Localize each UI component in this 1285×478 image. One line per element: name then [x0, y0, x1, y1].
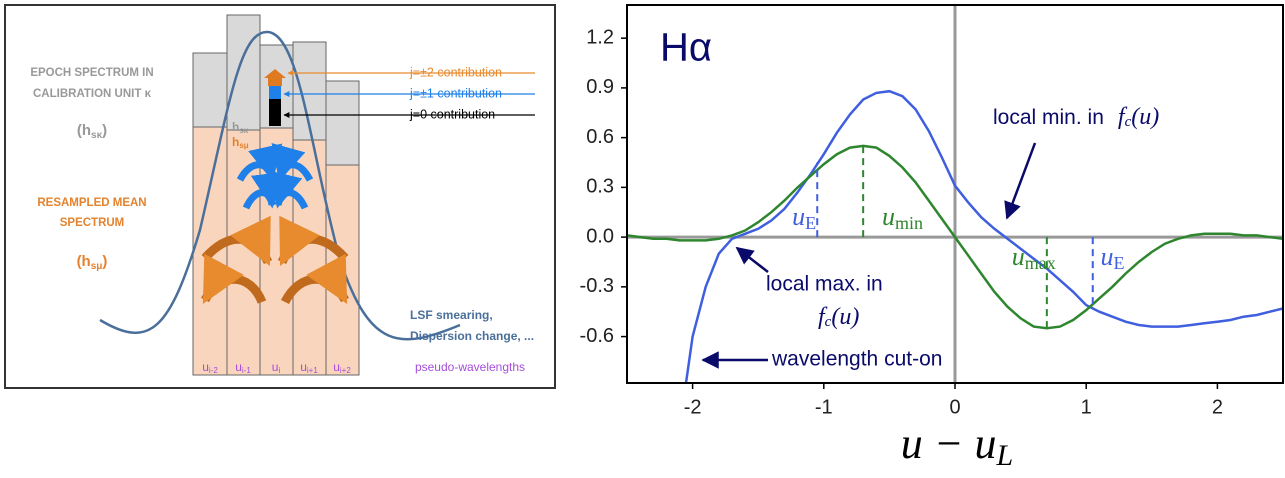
sym: u: [300, 360, 307, 374]
math: f: [818, 304, 828, 330]
epoch-symbol: (hsκ): [77, 122, 107, 141]
x-axis-label: u − uL: [901, 419, 1013, 472]
annotation: wavelength cut-on: [771, 348, 942, 371]
resampled-label: RESAMPLED MEAN: [37, 197, 146, 209]
pixel-label: ui: [272, 360, 281, 375]
y-tick-label: 0.0: [586, 225, 614, 247]
annotation: local max. in: [766, 273, 883, 296]
sym: u: [272, 360, 279, 374]
math: (u): [1131, 104, 1159, 130]
sym-sub: sμ: [239, 141, 248, 150]
math-sub: L: [996, 439, 1014, 472]
math-sub: max: [1025, 253, 1056, 273]
bar-epoch-label: hsκ: [232, 120, 249, 135]
lsf-note: Dispersion change, ...: [410, 329, 534, 343]
sym: u: [235, 360, 242, 374]
sym-sub: sκ: [239, 126, 248, 135]
sym: ): [102, 253, 107, 270]
math: u: [1012, 242, 1025, 271]
sym-sub: i+1: [307, 366, 318, 375]
lsf-note: LSF smearing,: [410, 308, 493, 322]
annotations: Hα local min. in fc(u) local max. in fc(u…: [660, 26, 1159, 371]
series-line: [627, 144, 1283, 330]
sym: h: [232, 120, 239, 134]
sym: (h: [77, 122, 91, 139]
math-sub: c: [825, 314, 832, 330]
marker-label: uE: [1100, 242, 1124, 273]
x-tick-label: -2: [684, 396, 702, 418]
pixel-label: ui-1: [235, 360, 251, 375]
y-tick-label: -0.6: [580, 325, 614, 347]
sym-sub: sμ: [91, 261, 103, 272]
diagram: j=±2 contribution j=±1 contribution j=0 …: [4, 4, 556, 389]
y-tick-label: 0.3: [586, 176, 614, 198]
annotation: local min. in fc(u): [993, 104, 1159, 131]
marker-label: uE: [792, 202, 816, 233]
pixel-label: ui+2: [333, 360, 351, 375]
chart-title: Hα: [660, 26, 712, 70]
math: u: [882, 202, 895, 231]
annotation-arrow: [735, 246, 769, 273]
y-tick-label: 0.6: [586, 126, 614, 148]
y-tick-label: 1.2: [586, 26, 614, 48]
pixel-label: ui+1: [300, 360, 318, 375]
sym: u: [202, 360, 209, 374]
sym-sub: i: [278, 366, 280, 375]
j2-arrow: [264, 69, 286, 86]
pixel-axis-label: pseudo-wavelengths: [415, 360, 525, 374]
plot-frame: [626, 4, 1284, 384]
annotation: fc(u): [818, 304, 859, 331]
pixel-label: ui-2: [202, 360, 218, 375]
sym: (h: [77, 253, 91, 270]
x-tick-label: 2: [1212, 396, 1223, 418]
orange-flow: [201, 215, 349, 305]
chart: 1.20.90.60.30.0-0.3-0.6-2 -1 0 1 2uE uminumax…: [580, 4, 1284, 472]
sym-sub: i-1: [242, 366, 251, 375]
bar-mean-label: hsμ: [232, 135, 249, 150]
sym: u: [333, 360, 340, 374]
annotation-arrow: [1004, 142, 1037, 220]
series-line: [684, 89, 1283, 383]
contribution-label: j=0 contribution: [409, 107, 495, 121]
math-sub: E: [1113, 253, 1124, 273]
y-tick-label: -0.3: [580, 275, 614, 297]
contribution-label: j=±1 contribution: [409, 86, 502, 100]
sym: ): [102, 122, 107, 139]
lsf-curve: [99, 30, 461, 341]
math-sub: E: [805, 213, 816, 233]
resampled-symbol: (hsμ): [77, 253, 108, 272]
epoch-label: CALIBRATION UNIT κ: [33, 88, 152, 100]
sym-sub: i+2: [340, 366, 351, 375]
j0-block: [269, 99, 281, 126]
x-tick-label: -1: [815, 396, 833, 418]
sym-sub: sκ: [91, 130, 103, 141]
x-tick-label: 1: [1081, 396, 1092, 418]
contribution-label: j=±2 contribution: [409, 65, 502, 79]
math: (u): [831, 304, 859, 330]
j1-block: [269, 85, 281, 99]
x-tick-label: 0: [949, 396, 960, 418]
math: u: [792, 202, 805, 231]
math-sub: min: [895, 213, 923, 233]
epoch-label: EPOCH SPECTRUM IN: [30, 67, 153, 79]
blue-flow: [236, 142, 314, 210]
math-sub: c: [1125, 114, 1132, 130]
resampled-label: SPECTRUM: [60, 217, 125, 229]
annotation-text: local min. in: [993, 106, 1104, 129]
math: u − u: [901, 419, 997, 468]
marker-label: umax: [1012, 242, 1056, 273]
y-tick-label: 0.9: [586, 76, 614, 98]
math: f: [1118, 104, 1128, 130]
sym-sub: i-2: [209, 366, 218, 375]
sym: h: [232, 135, 239, 149]
marker-label: umin: [882, 202, 923, 233]
math: u: [1100, 242, 1113, 271]
